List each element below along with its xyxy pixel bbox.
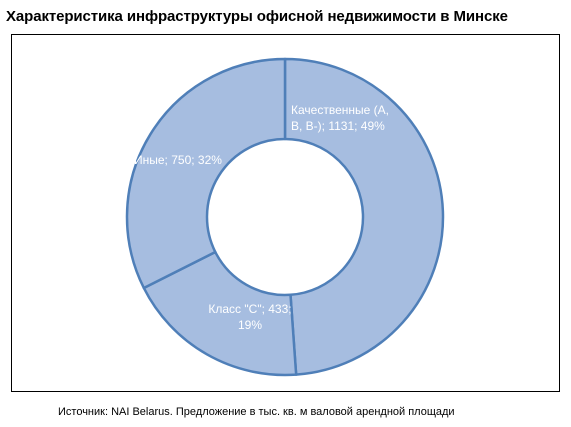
doughnut-chart: Качественные (А, В, В-); 1131; 49% Класс "…: [125, 57, 445, 377]
slice-other: [125, 57, 287, 290]
chart-title: Характеристика инфраструктуры офисной не…: [6, 8, 508, 25]
slice-quality-label: Качественные (А, В, В-); 1131; 49%: [291, 103, 389, 133]
slice-class-c-label: Класс "С"; 433; 19%: [208, 302, 291, 332]
chart-frame: Качественные (А, В, В-); 1131; 49% Класс "…: [11, 34, 560, 392]
slice-quality: [283, 57, 445, 376]
slice-other-label: Иные; 750; 32%: [134, 153, 222, 167]
source-note: Источник: NAI Belarus. Предложение в тыс…: [58, 406, 455, 418]
slice-class-c: [142, 250, 298, 377]
